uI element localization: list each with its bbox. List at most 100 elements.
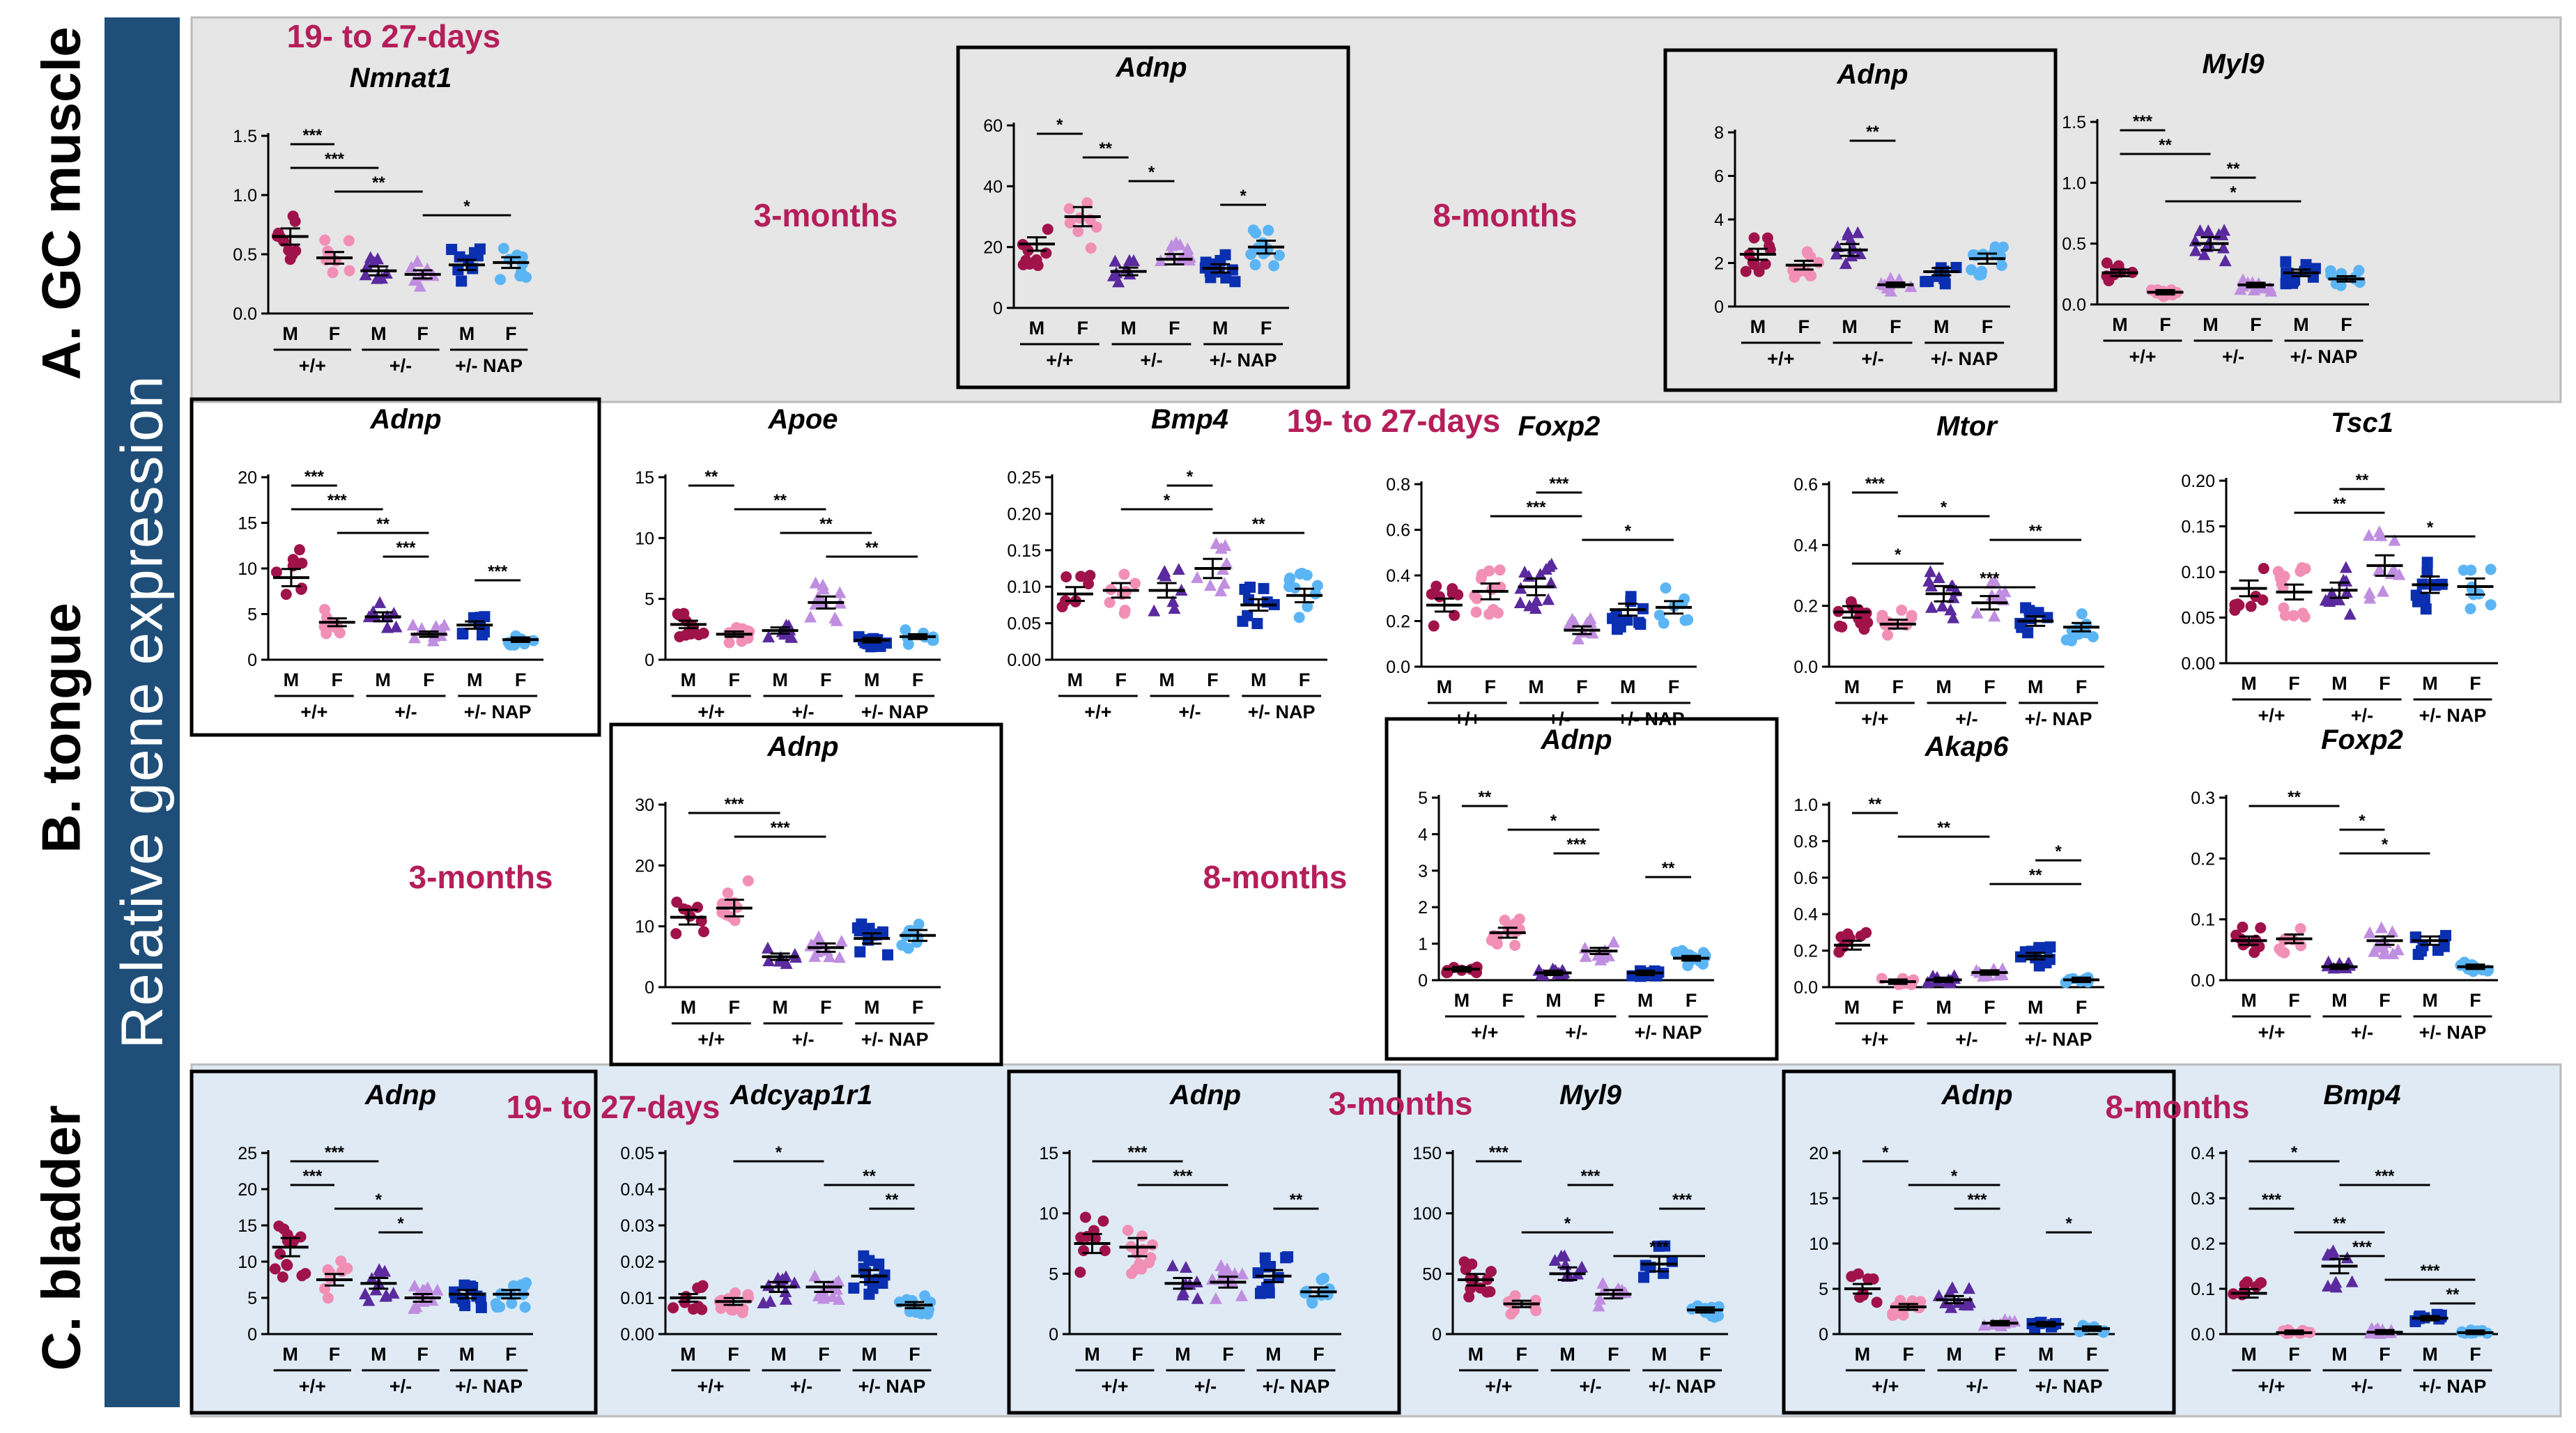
data-point [518,1280,530,1292]
sig-label: ** [704,467,718,486]
sig-label: *** [1127,1143,1148,1162]
data-point [697,926,709,938]
x-tick-label: M [459,1344,475,1365]
data-point [1855,617,1867,629]
x-tick-label: F [505,1344,517,1365]
group-label: +/+ [2129,346,2156,367]
sig-label: * [2230,183,2237,202]
y-tick-label: 1 [1418,935,1428,954]
sig-label: ** [863,1167,876,1186]
x-tick-label: F [515,669,527,690]
x-tick-label: M [1437,676,1453,697]
y-tick-label: 5 [645,590,654,610]
data-point [1306,1295,1318,1307]
sig-label: *** [1865,474,1885,493]
x-tick-label: M [864,669,880,690]
data-point [2340,586,2353,598]
data-point [1273,249,1285,261]
group-label: +/+ [1101,1376,1128,1397]
data-point [1947,591,1960,603]
group-label: +/- NAP [1210,350,1277,371]
data-point [1074,1267,1086,1278]
x-tick-label: M [2293,314,2309,335]
data-point [2376,584,2389,597]
data-point [2255,1277,2267,1289]
sig-label: *** [1672,1191,1692,1209]
data-point [446,244,458,256]
data-point [269,1263,281,1275]
x-tick-label: M [681,997,697,1018]
data-point [408,631,422,644]
data-point [296,1270,308,1282]
group-label: +/- [1579,1376,1601,1397]
data-point [1997,241,2009,253]
age-label: 19- to 27-days [507,1089,720,1125]
data-point [2353,265,2365,277]
data-point [1083,578,1095,589]
sig-label: ** [376,515,390,534]
sig-label: ** [1099,139,1112,158]
y-tick-label: 5 [247,1289,257,1308]
x-tick-label: F [729,997,741,1018]
chart-title: Myl9 [1559,1080,1622,1110]
y-tick-label: 100 [1412,1205,1442,1224]
data-point [848,1282,860,1294]
sig-label: ** [1937,819,1950,837]
data-point [1945,1281,1959,1294]
data-point [1505,1308,1517,1320]
data-point [1309,588,1321,600]
data-point [2332,593,2345,605]
data-point [2101,257,2113,269]
group-label: +/+ [1046,350,1073,371]
x-tick-label: M [1265,1344,1281,1365]
data-point [2485,599,2497,611]
x-tick-label: M [771,1344,787,1365]
y-tick-label: 20 [238,1180,257,1200]
data-point [2237,921,2249,933]
data-point [2080,627,2092,639]
data-point [1020,254,1032,266]
data-point [471,1290,483,1302]
data-point [2378,947,2391,959]
data-point [911,936,923,948]
age-label: 8-months [1203,859,1348,895]
data-point [2295,922,2306,934]
data-point [2233,599,2245,611]
y-tick-label: 10 [635,529,654,548]
data-point [2340,1251,2354,1264]
y-tick-label: 20 [238,468,257,488]
sig-label: * [1564,1214,1571,1233]
y-tick-label: 0.0 [2191,971,2215,991]
x-tick-label: M [1637,990,1653,1011]
group-label: +/+ [1861,1029,1888,1050]
group-label: +/- NAP [455,355,523,376]
y-tick-label: 0.15 [2181,518,2215,537]
y-tick-label: 0.3 [2191,1189,2215,1209]
group-label: +/- NAP [861,702,929,722]
sig-label: ** [1252,515,1265,534]
data-point [321,628,332,640]
y-tick-label: 15 [1809,1189,1828,1209]
data-point [2324,265,2336,277]
x-tick-label: F [2288,673,2300,694]
data-point [2465,603,2476,614]
group-label: +/+ [300,702,327,722]
sig-label: *** [396,539,416,557]
data-point [1178,247,1191,260]
x-tick-label: M [2028,997,2044,1018]
y-tick-label: 0.05 [620,1144,654,1163]
group-label: +/+ [2258,1022,2285,1043]
x-tick-label: M [282,323,298,344]
data-point [2363,587,2376,599]
data-point [1239,583,1251,595]
highlight-frame [190,1069,598,1415]
data-point [1084,569,1096,581]
chart-title: Adnp [766,731,838,762]
group-label: +/- [390,355,412,376]
y-tick-label: 0 [993,299,1003,318]
data-point [319,234,331,246]
sig-label: *** [2375,1167,2395,1186]
x-tick-label: F [1260,318,1272,339]
y-tick-label: 0.0 [1386,658,1410,677]
